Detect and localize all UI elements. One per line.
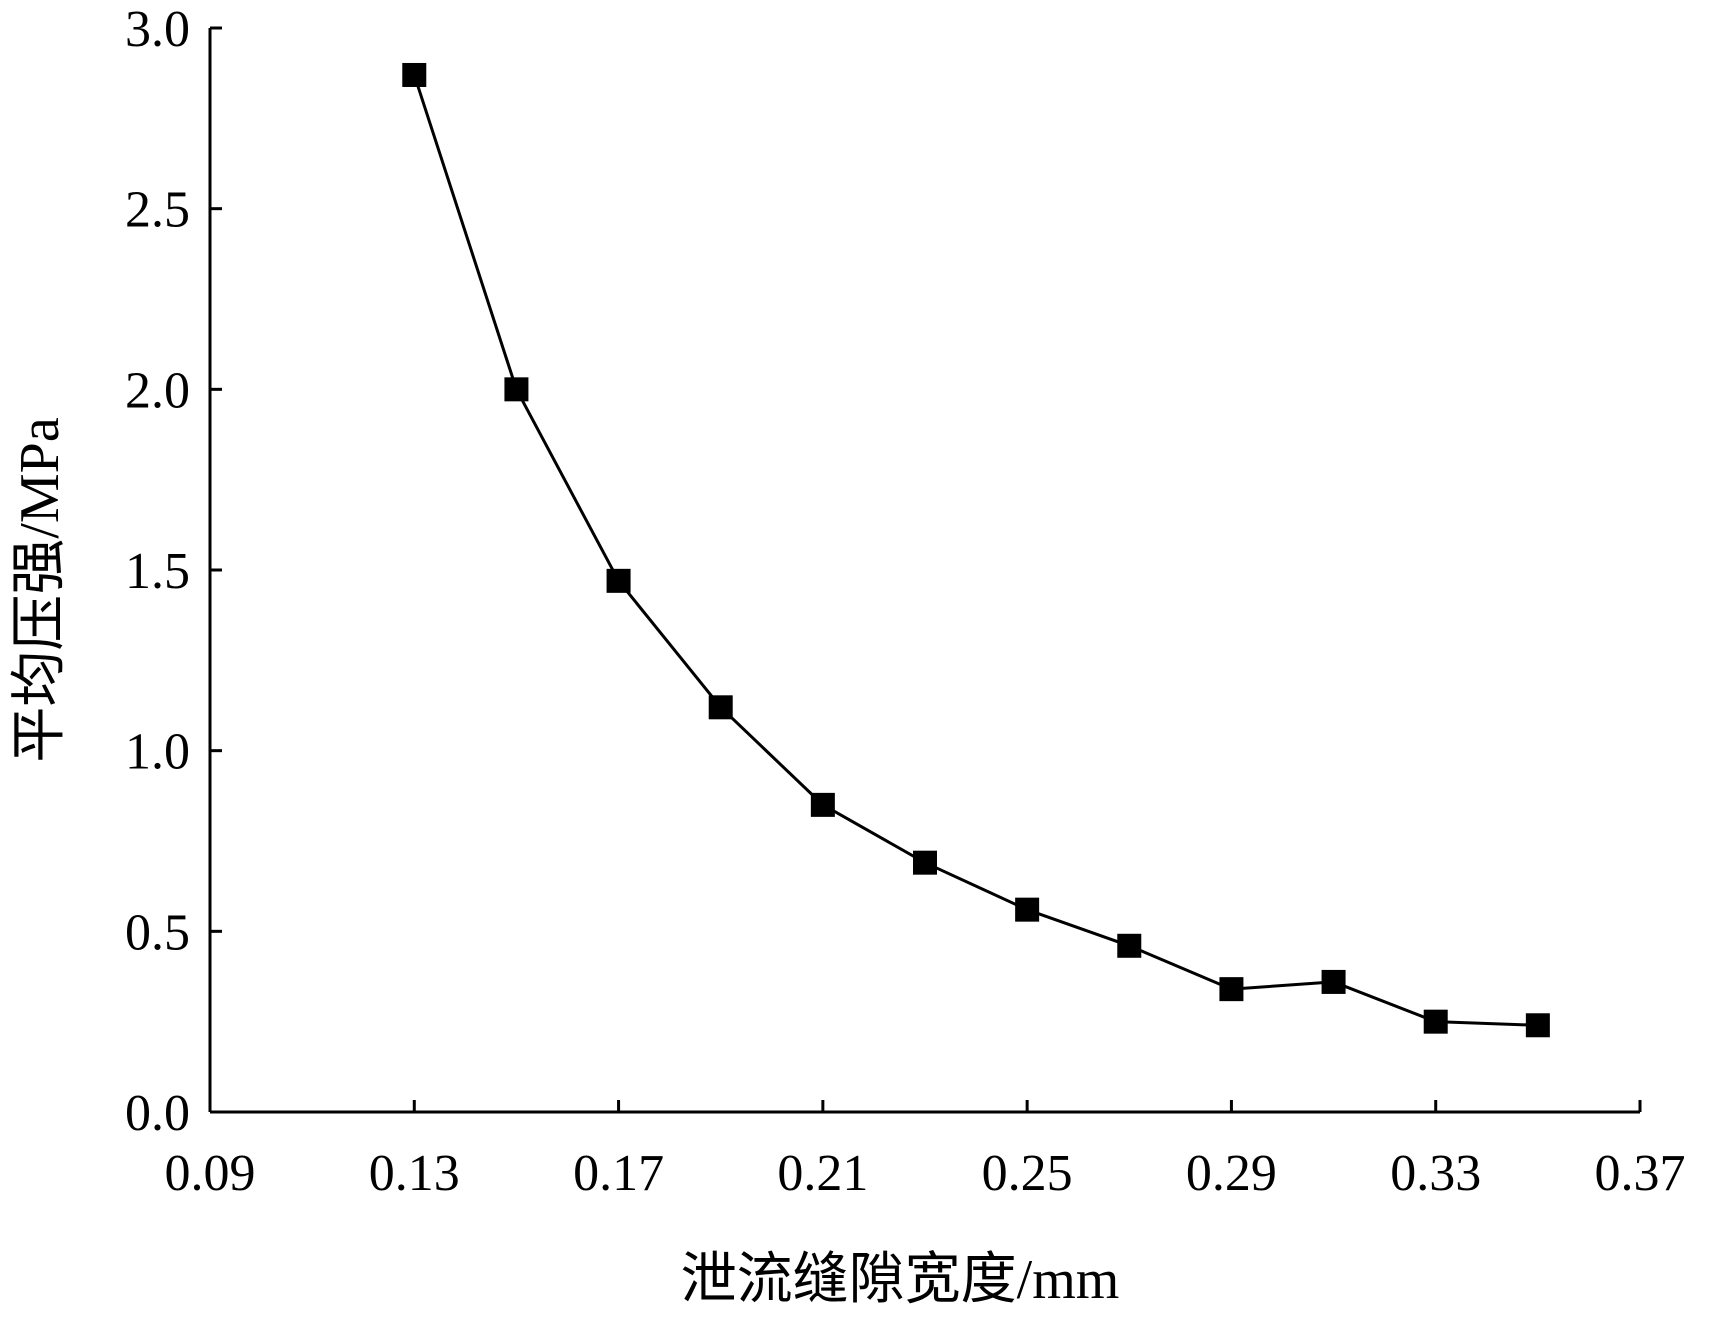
x-tick-label: 0.17 [573, 1145, 664, 1202]
x-tick-label: 0.25 [982, 1145, 1073, 1202]
data-point-marker [1423, 1009, 1448, 1034]
data-point-marker [708, 695, 733, 720]
data-point-marker [606, 568, 631, 593]
x-tick-label: 0.13 [369, 1145, 460, 1202]
y-tick-label: 0.0 [125, 1085, 190, 1142]
y-tick-label: 1.5 [125, 543, 190, 600]
x-axis-title: 泄流缝隙宽度/mm [681, 1249, 1120, 1311]
x-tick-label: 0.29 [1186, 1145, 1277, 1202]
y-tick-label: 3.0 [125, 1, 190, 58]
data-point-marker [1117, 933, 1142, 958]
axes [208, 28, 1640, 1114]
data-point-marker [810, 792, 835, 817]
y-tick-label: 0.5 [125, 904, 190, 961]
data-point-marker [913, 850, 937, 875]
y-tick-label: 1.0 [125, 724, 190, 781]
x-axis-ticks: 0.09 0.13 0.17 0.21 0.25 0.29 0.33 0.37 [165, 1100, 1686, 1202]
x-tick-label: 0.33 [1390, 1145, 1481, 1202]
data-point-marker [1321, 969, 1346, 994]
y-axis-ticks: 0.0 0.5 1.0 1.5 2.0 2.5 3.0 [125, 1, 222, 1142]
x-tick-label: 0.09 [165, 1145, 256, 1202]
x-tick-label: 0.21 [777, 1145, 868, 1202]
y-axis-title: 平均压强/MPa [9, 417, 71, 762]
data-point-marker [1525, 1013, 1550, 1038]
series-layer [402, 62, 1550, 1038]
y-tick-label: 2.0 [125, 362, 190, 419]
data-point-marker [402, 62, 427, 87]
x-tick-label: 0.37 [1595, 1145, 1686, 1202]
y-tick-label: 2.5 [125, 182, 190, 239]
data-point-marker [1015, 897, 1040, 922]
data-point-marker [1219, 977, 1244, 1002]
data-point-marker [504, 377, 529, 402]
series-line [412, 74, 1538, 1027]
